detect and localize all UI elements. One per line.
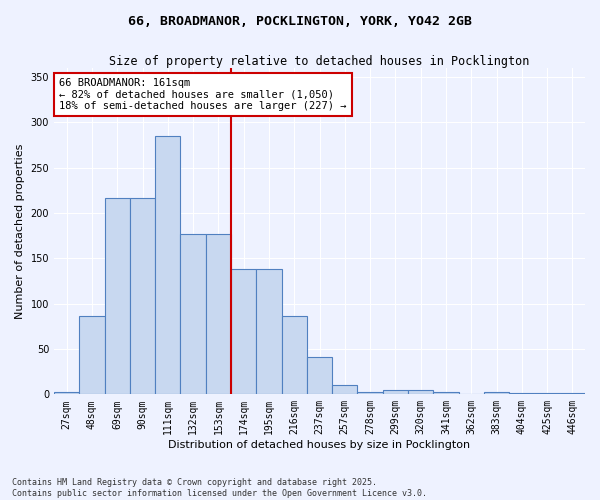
- Bar: [54, 392, 79, 394]
- Bar: [281, 316, 307, 394]
- Bar: [509, 392, 535, 394]
- Y-axis label: Number of detached properties: Number of detached properties: [15, 144, 25, 319]
- Bar: [383, 390, 408, 394]
- Bar: [535, 392, 560, 394]
- Bar: [307, 357, 332, 395]
- Title: Size of property relative to detached houses in Pocklington: Size of property relative to detached ho…: [109, 55, 530, 68]
- Bar: [231, 269, 256, 394]
- Text: 66, BROADMANOR, POCKLINGTON, YORK, YO42 2GB: 66, BROADMANOR, POCKLINGTON, YORK, YO42 …: [128, 15, 472, 28]
- Text: 66 BROADMANOR: 161sqm
← 82% of detached houses are smaller (1,050)
18% of semi-d: 66 BROADMANOR: 161sqm ← 82% of detached …: [59, 78, 347, 111]
- Bar: [358, 392, 383, 394]
- Bar: [408, 390, 433, 394]
- Bar: [104, 198, 130, 394]
- Bar: [332, 386, 358, 394]
- Bar: [433, 392, 458, 394]
- X-axis label: Distribution of detached houses by size in Pocklington: Distribution of detached houses by size …: [169, 440, 470, 450]
- Bar: [130, 198, 155, 394]
- Bar: [181, 234, 206, 394]
- Bar: [484, 392, 509, 394]
- Bar: [206, 234, 231, 394]
- Bar: [256, 269, 281, 394]
- Text: Contains HM Land Registry data © Crown copyright and database right 2025.
Contai: Contains HM Land Registry data © Crown c…: [12, 478, 427, 498]
- Bar: [155, 136, 181, 394]
- Bar: [79, 316, 104, 394]
